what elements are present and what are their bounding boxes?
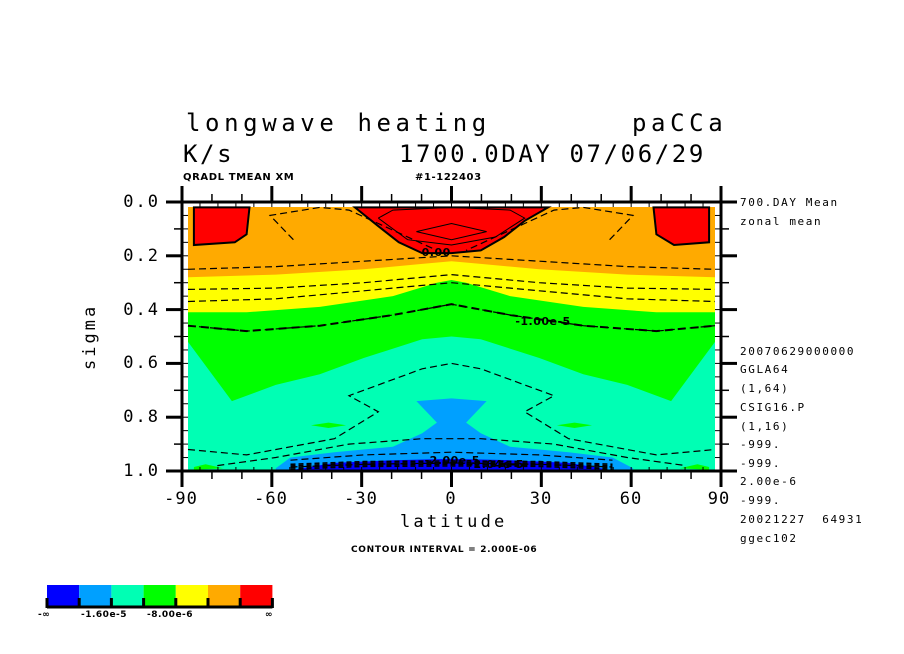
y-tick-label: 1.0: [123, 461, 160, 481]
dashed-contour-surface: [290, 463, 613, 469]
dashed-contour: [187, 362, 716, 456]
x-tick-label: 0: [445, 489, 457, 509]
contour-label: -2.00e-5: [424, 453, 480, 467]
legend-label: -8.00e-6: [147, 610, 194, 620]
contour-lines: [187, 206, 716, 470]
dashed-contour: [187, 282, 716, 303]
run-id: paCCa: [632, 109, 728, 137]
contour-label: -2.04e-5: [468, 457, 524, 471]
variable-info: QRADL TMEAN XM: [183, 172, 295, 183]
meta-line: (1,64): [740, 382, 790, 395]
red-region: [652, 206, 711, 247]
dashed-contour-surface: [290, 465, 613, 470]
meta-line: -999.: [740, 438, 782, 451]
legend-swatch: [240, 585, 273, 606]
legend-label: -1.60e-5: [81, 610, 128, 620]
dashed-contour-surface: [290, 461, 613, 467]
dashed-contour: [290, 451, 613, 461]
green-island: [556, 422, 592, 428]
meta-line: (1,16): [740, 420, 790, 433]
x-tick-label: 60: [619, 489, 643, 509]
x-axis-label: latitude: [400, 512, 508, 532]
contour-label: -1.00e-5: [515, 315, 571, 329]
meta-line: 20021227 64931: [740, 513, 864, 526]
legend-label: ∞: [265, 610, 273, 620]
red-region: [192, 206, 251, 247]
legend-swatch: [111, 585, 144, 606]
time-label: 1700.0DAY 07/06/29: [399, 140, 706, 168]
x-tick-label: -60: [254, 489, 288, 509]
legend-swatch: [47, 585, 80, 606]
meta-line: 2.00e-6: [740, 475, 798, 488]
y-tick-label: 0.0: [123, 192, 160, 212]
y-tick-label: 0.8: [123, 407, 160, 427]
meta-line: CSIG16.P: [740, 401, 806, 414]
dashed-contour: [187, 273, 716, 290]
solid-contour: [378, 206, 526, 246]
contour-label: 0.00: [421, 246, 451, 260]
case-id: #1-122403: [415, 172, 482, 183]
legend-swatch: [175, 585, 208, 606]
plot-axes: [166, 186, 737, 487]
green-island: [679, 464, 710, 470]
units-label: K/s: [183, 140, 235, 168]
meta-line: ggec102: [740, 532, 798, 545]
dashed-contour: [465, 206, 635, 251]
legend-swatch: [208, 585, 241, 606]
contour-interval: CONTOUR INTERVAL = 2.000E-06: [351, 545, 538, 555]
y-tick-label: 0.2: [123, 246, 160, 266]
meta-line: 20070629000000: [740, 345, 856, 358]
y-axis-label: sigma: [80, 303, 100, 370]
side-line-zonal: zonal mean: [740, 215, 823, 228]
green-island: [193, 464, 224, 470]
meta-line: -999.: [740, 457, 782, 470]
chart-title: longwave heating: [186, 109, 491, 137]
color-legend: [45, 585, 274, 609]
dashed-contour-surface: [290, 460, 613, 466]
meta-line: GGLA64: [740, 363, 790, 376]
contour-fills: [188, 206, 715, 470]
x-tick-label: 30: [529, 489, 553, 509]
contour-minus-1e-5: [187, 303, 716, 333]
solid-contour: [416, 222, 487, 241]
y-tick-label: 0.6: [123, 353, 160, 373]
sky-region: [275, 398, 633, 470]
meta-line: -999.: [740, 494, 782, 507]
legend-label: -∞: [38, 610, 51, 620]
dashed-contour: [268, 206, 438, 251]
y-tick-label: 0.4: [123, 300, 160, 320]
legend-swatch: [79, 585, 112, 606]
green-island: [311, 422, 347, 428]
x-tick-label: -90: [164, 489, 198, 509]
x-tick-label: -30: [344, 489, 378, 509]
side-line-mean: 700.DAY Mean: [740, 196, 839, 209]
dashed-contour: [217, 438, 686, 467]
x-tick-label: 90: [707, 489, 731, 509]
legend-swatch: [143, 585, 176, 606]
red-region: [352, 206, 552, 255]
